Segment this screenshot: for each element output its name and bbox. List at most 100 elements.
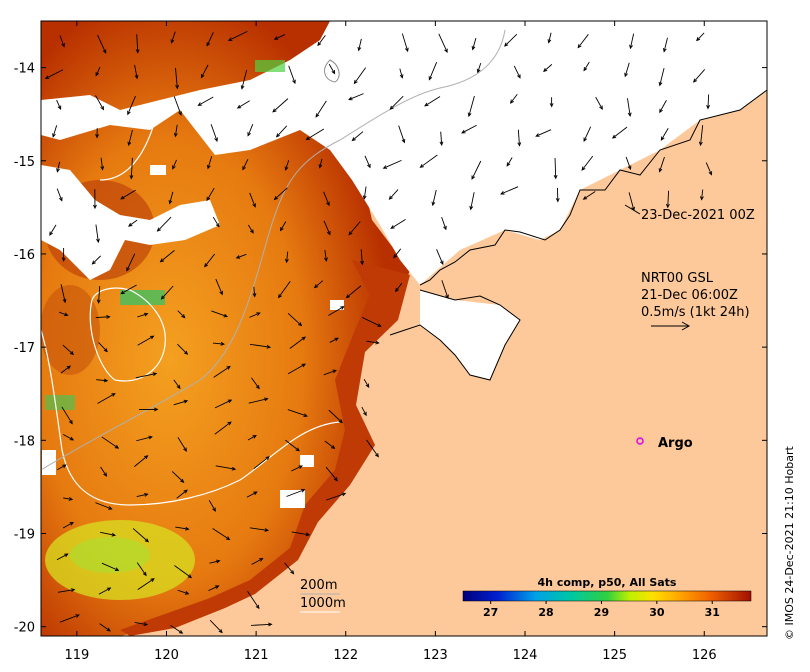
current-arrow <box>96 285 101 304</box>
current-arrow <box>177 589 190 595</box>
current-arrow <box>273 34 286 40</box>
current-arrow <box>63 497 74 501</box>
x-axis: 119 120 121 122 123 124 125 126 <box>64 21 717 663</box>
cool-patch-core <box>70 537 150 573</box>
current-arrow <box>326 492 347 501</box>
current-arrow <box>214 421 232 435</box>
current-arrow <box>62 433 75 441</box>
current-arrow <box>328 306 345 316</box>
contour-1000m <box>89 287 166 382</box>
current-arrow <box>517 129 522 147</box>
current-arrow <box>52 125 58 138</box>
current-arrow <box>318 158 323 169</box>
current-arrow <box>247 224 254 234</box>
current-arrow <box>323 369 337 376</box>
current-arrow <box>509 93 518 104</box>
current-arrow <box>62 521 74 529</box>
current-arrow <box>56 161 61 173</box>
current-arrow <box>388 189 399 200</box>
current-arrow <box>291 531 311 537</box>
current-arrow <box>324 249 328 262</box>
current-arrow <box>287 312 303 327</box>
current-arrow <box>57 464 67 471</box>
current-arrow <box>364 155 371 169</box>
x-tick-label: 126 <box>692 648 717 663</box>
current-arrow <box>348 221 361 236</box>
colorbar-ticks: 27 28 29 30 31 <box>483 601 720 619</box>
current-arrow <box>549 97 554 108</box>
current-arrow <box>101 562 120 571</box>
current-arrow <box>235 253 247 259</box>
current-arrow <box>208 499 216 512</box>
current-arrow <box>424 96 441 107</box>
date-annotation: 23-Dec-2021 00Z <box>641 208 755 223</box>
current-arrow <box>173 379 181 390</box>
current-arrow <box>138 407 159 412</box>
current-arrow <box>137 312 149 318</box>
current-arrow <box>159 250 175 263</box>
current-scale-label: 0.5m/s (1kt 24h) <box>641 305 750 320</box>
cloud-fragment <box>150 165 166 175</box>
current-arrow <box>61 248 66 262</box>
cloud-region-west <box>41 165 220 280</box>
current-arrow <box>583 61 590 72</box>
current-arrow <box>173 124 178 138</box>
colorbar-tick-label: 31 <box>705 606 720 619</box>
current-arrow <box>624 62 630 78</box>
current-arrow <box>95 224 100 244</box>
current-arrow <box>287 409 308 417</box>
current-arrow <box>555 187 560 203</box>
current-arrow <box>441 216 447 231</box>
current-arrow <box>328 63 336 75</box>
current-arrow <box>129 157 134 180</box>
current-arrow <box>627 98 632 117</box>
current-arrow <box>96 378 109 383</box>
current-arrow <box>345 285 362 299</box>
current-arrow <box>242 158 249 171</box>
cloud-fragment <box>330 300 344 310</box>
date-leader-line <box>624 204 641 215</box>
current-arrow <box>173 399 189 406</box>
current-arrow <box>61 406 73 425</box>
current-arrow <box>629 33 635 50</box>
cloud-fragment <box>42 450 56 475</box>
current-arrow <box>95 315 111 319</box>
current-arrow <box>95 95 105 111</box>
current-arrow <box>361 406 367 417</box>
current-arrow <box>665 190 670 209</box>
current-arrow <box>236 100 250 109</box>
sst-ocean-field <box>41 21 410 636</box>
current-arrow <box>97 34 107 54</box>
current-arrow <box>160 285 174 300</box>
current-arrow <box>135 34 140 54</box>
current-arrow <box>305 128 325 141</box>
current-arrow <box>547 32 552 44</box>
current-arrow <box>98 587 112 595</box>
current-arrow <box>401 33 409 53</box>
current-arrow <box>249 312 261 318</box>
current-arrow <box>95 502 113 510</box>
current-arrow <box>247 590 260 610</box>
current-arrow <box>177 437 187 452</box>
cloud-fragment <box>280 490 305 508</box>
current-arrow <box>288 65 296 85</box>
current-arrow <box>175 67 179 90</box>
current-arrow <box>100 466 108 477</box>
current-arrow <box>291 465 303 472</box>
current-time-label: 21-Dec 06:00Z <box>641 288 738 303</box>
x-tick-label: 119 <box>64 648 89 663</box>
y-tick-label: -20 <box>14 621 35 636</box>
current-arrow <box>170 31 176 44</box>
current-arrow <box>351 131 364 142</box>
current-arrow <box>99 623 111 632</box>
current-arrow <box>212 216 220 228</box>
current-arrow <box>156 216 172 232</box>
current-arrow <box>471 160 482 180</box>
colorbar-tick-label: 28 <box>538 606 553 619</box>
current-arrow <box>660 127 669 141</box>
y-tick-label: -19 <box>14 528 35 543</box>
current-arrow <box>215 465 237 471</box>
current-scale-arrow <box>651 321 691 331</box>
cloud-region-north <box>41 21 767 285</box>
current-arrow <box>275 125 288 138</box>
